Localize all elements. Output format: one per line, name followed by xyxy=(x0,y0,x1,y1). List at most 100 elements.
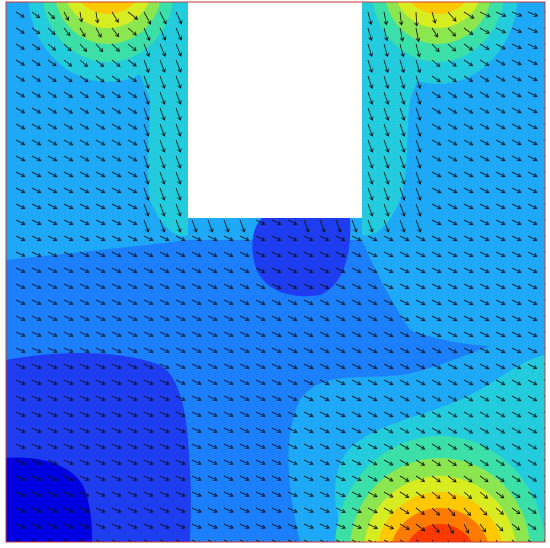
velocity-arrow-741 xyxy=(15,427,26,433)
velocity-arrow-894 xyxy=(287,491,298,497)
velocity-arrow-653 xyxy=(239,379,250,385)
velocity-arrow-132 xyxy=(463,91,474,98)
velocity-arrow-990 xyxy=(191,539,201,542)
velocity-arrow-550 xyxy=(223,331,234,337)
velocity-arrow-567 xyxy=(495,331,506,338)
velocity-arrow-44 xyxy=(527,27,538,33)
velocity-arrow-412 xyxy=(191,267,202,274)
velocity-arrow-496 xyxy=(447,299,458,306)
velocity-arrow-645 xyxy=(111,379,122,385)
velocity-arrow-394 xyxy=(447,251,458,258)
velocity-arrow-785 xyxy=(175,443,186,449)
velocity-arrow-751 xyxy=(175,427,186,433)
velocity-arrow-941 xyxy=(495,507,504,515)
velocity-arrow-259 xyxy=(111,187,122,194)
velocity-arrow-675 xyxy=(47,395,58,401)
velocity-arrow-397 xyxy=(495,251,506,258)
velocity-arrow-345 xyxy=(207,235,218,242)
velocity-arrow-440 xyxy=(95,283,106,289)
contour-band-19 xyxy=(6,457,92,542)
velocity-arrow-195 xyxy=(367,139,374,153)
velocity-arrow-34 xyxy=(367,27,373,42)
velocity-arrow-987 xyxy=(143,539,153,542)
velocity-arrow-595 xyxy=(399,347,410,354)
velocity-arrow-985 xyxy=(111,539,120,542)
velocity-arrow-124 xyxy=(159,91,166,105)
velocity-arrow-448 xyxy=(223,283,234,290)
velocity-arrow-131 xyxy=(447,91,458,98)
velocity-arrow-329 xyxy=(495,219,506,226)
velocity-arrow-100 xyxy=(143,75,150,89)
velocity-arrow-935 xyxy=(399,507,410,515)
velocity-arrow-994 xyxy=(255,539,265,542)
velocity-arrow-280 xyxy=(79,203,90,210)
velocity-arrow-98 xyxy=(111,75,121,83)
velocity-arrow-835 xyxy=(431,459,442,466)
velocity-arrow-833 xyxy=(399,459,410,466)
velocity-arrow-21 xyxy=(527,11,539,17)
velocity-arrow-1001 xyxy=(367,539,377,542)
velocity-arrow-382 xyxy=(255,251,266,258)
velocity-arrow-878 xyxy=(31,491,42,497)
velocity-arrow-36 xyxy=(399,27,405,42)
velocity-arrow-262 xyxy=(159,187,166,201)
velocity-arrow-811 xyxy=(47,459,58,465)
velocity-arrow-270 xyxy=(463,187,474,194)
velocity-arrow-324 xyxy=(415,219,422,233)
velocity-arrow-108 xyxy=(447,75,457,83)
velocity-arrow-167 xyxy=(111,123,122,130)
velocity-arrow-340 xyxy=(127,235,138,242)
velocity-arrow-869 xyxy=(431,475,441,483)
velocity-arrow-217 xyxy=(175,155,182,169)
velocity-arrow-572 xyxy=(31,347,42,353)
velocity-arrow-135 xyxy=(511,91,522,98)
velocity-arrow-234 xyxy=(79,171,90,178)
velocity-arrow-523 xyxy=(335,315,346,322)
velocity-arrow-197 xyxy=(399,139,406,153)
velocity-arrow-165 xyxy=(79,123,90,130)
velocity-arrow-226 xyxy=(495,155,506,162)
velocity-arrow-660 xyxy=(351,379,362,386)
velocity-arrow-565 xyxy=(463,331,474,338)
velocity-arrow-295 xyxy=(495,203,506,210)
velocity-arrow-803 xyxy=(463,443,474,450)
velocity-arrow-846 xyxy=(63,475,74,481)
velocity-arrow-38 xyxy=(431,27,439,38)
velocity-arrow-682 xyxy=(159,395,170,401)
velocity-arrow-116 xyxy=(31,91,42,98)
velocity-arrow-630 xyxy=(415,363,426,370)
velocity-arrow-443 xyxy=(143,283,154,290)
velocity-arrow-449 xyxy=(239,283,250,290)
velocity-arrow-2 xyxy=(47,11,56,20)
velocity-arrow-126 xyxy=(367,91,374,105)
velocity-arrow-498 xyxy=(479,299,490,306)
velocity-arrow-40 xyxy=(463,27,474,35)
velocity-arrow-450 xyxy=(255,283,266,290)
velocity-arrow-687 xyxy=(239,395,250,401)
velocity-arrow-968 xyxy=(383,523,394,530)
velocity-arrow-677 xyxy=(79,395,90,401)
velocity-arrow-467 xyxy=(527,283,538,290)
velocity-arrow-539 xyxy=(47,331,58,337)
velocity-arrow-726 xyxy=(319,411,330,418)
velocity-arrow-756 xyxy=(255,427,266,433)
velocity-arrow-657 xyxy=(303,379,314,386)
velocity-arrow-418 xyxy=(287,267,298,274)
velocity-arrow-782 xyxy=(127,443,138,449)
velocity-arrow-862 xyxy=(319,475,330,482)
velocity-arrow-314 xyxy=(255,219,266,226)
velocity-arrow-253 xyxy=(15,187,26,194)
velocity-arrow-563 xyxy=(431,331,442,338)
velocity-arrow-832 xyxy=(383,459,394,466)
velocity-arrow-1010 xyxy=(511,539,516,542)
velocity-arrow-866 xyxy=(383,475,394,482)
velocity-arrow-560 xyxy=(383,331,394,338)
velocity-arrow-953 xyxy=(143,523,154,529)
velocity-arrow-416 xyxy=(255,267,266,274)
velocity-arrow-53 xyxy=(127,43,137,52)
velocity-arrow-479 xyxy=(175,299,186,305)
velocity-arrow-601 xyxy=(495,347,506,354)
velocity-arrow-891 xyxy=(239,491,250,497)
velocity-arrow-50 xyxy=(79,43,88,52)
